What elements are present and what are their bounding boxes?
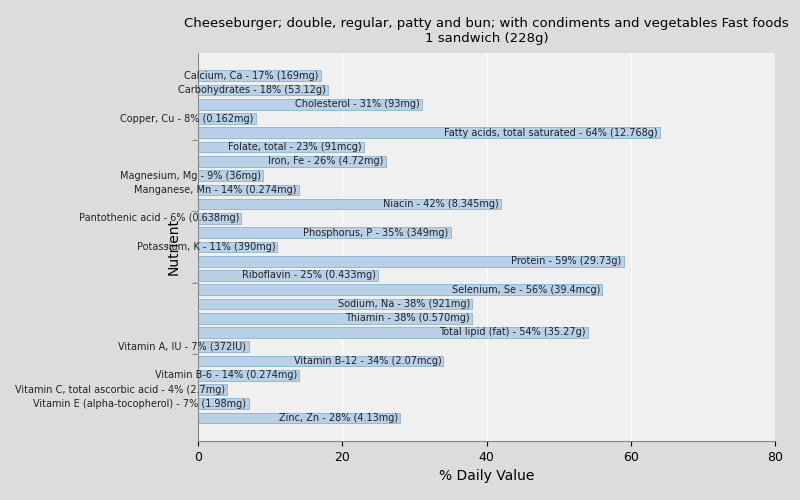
Text: Riboflavin - 25% (0.433mg): Riboflavin - 25% (0.433mg) xyxy=(242,270,376,280)
Text: Fatty acids, total saturated - 64% (12.768g): Fatty acids, total saturated - 64% (12.7… xyxy=(444,128,658,138)
Text: Iron, Fe - 26% (4.72mg): Iron, Fe - 26% (4.72mg) xyxy=(268,156,383,166)
Bar xyxy=(198,242,278,252)
Text: Vitamin E (alpha-tocopherol) - 7% (1.98mg): Vitamin E (alpha-tocopherol) - 7% (1.98m… xyxy=(34,399,246,409)
Bar xyxy=(198,156,386,166)
Bar xyxy=(198,327,588,338)
Bar xyxy=(198,142,364,152)
Text: Phosphorus, P - 35% (349mg): Phosphorus, P - 35% (349mg) xyxy=(303,228,449,237)
Text: Zinc, Zn - 28% (4.13mg): Zinc, Zn - 28% (4.13mg) xyxy=(279,413,398,423)
Text: Vitamin B-12 - 34% (2.07mcg): Vitamin B-12 - 34% (2.07mcg) xyxy=(294,356,442,366)
Bar xyxy=(198,99,422,110)
Bar xyxy=(198,270,378,281)
Text: Cholesterol - 31% (93mg): Cholesterol - 31% (93mg) xyxy=(295,100,420,110)
Text: Copper, Cu - 8% (0.162mg): Copper, Cu - 8% (0.162mg) xyxy=(120,114,254,124)
Bar xyxy=(198,284,602,295)
Bar xyxy=(198,84,328,96)
Bar xyxy=(198,398,249,409)
Bar xyxy=(198,384,227,395)
Text: Folate, total - 23% (91mcg): Folate, total - 23% (91mcg) xyxy=(228,142,362,152)
Text: Potassium, K - 11% (390mg): Potassium, K - 11% (390mg) xyxy=(137,242,275,252)
Bar xyxy=(198,113,256,124)
Text: Thiamin - 38% (0.570mg): Thiamin - 38% (0.570mg) xyxy=(346,313,470,323)
Bar xyxy=(198,228,450,238)
Bar xyxy=(198,342,249,352)
Bar xyxy=(198,412,400,424)
Bar xyxy=(198,128,660,138)
Text: Vitamin C, total ascorbic acid - 4% (2.7mg): Vitamin C, total ascorbic acid - 4% (2.7… xyxy=(14,384,225,394)
Bar xyxy=(198,356,443,366)
Text: Selenium, Se - 56% (39.4mcg): Selenium, Se - 56% (39.4mcg) xyxy=(452,284,600,294)
Bar xyxy=(198,370,299,380)
Bar xyxy=(198,298,472,310)
Bar xyxy=(198,213,242,224)
Text: Sodium, Na - 38% (921mg): Sodium, Na - 38% (921mg) xyxy=(338,299,470,309)
Bar xyxy=(198,256,624,266)
Text: Vitamin A, IU - 7% (372IU): Vitamin A, IU - 7% (372IU) xyxy=(118,342,246,351)
Text: Niacin - 42% (8.345mg): Niacin - 42% (8.345mg) xyxy=(383,199,499,209)
Bar xyxy=(198,70,321,81)
Bar xyxy=(198,184,299,195)
X-axis label: % Daily Value: % Daily Value xyxy=(439,470,534,484)
Text: Protein - 59% (29.73g): Protein - 59% (29.73g) xyxy=(511,256,622,266)
Y-axis label: Nutrient: Nutrient xyxy=(167,218,181,276)
Text: Manganese, Mn - 14% (0.274mg): Manganese, Mn - 14% (0.274mg) xyxy=(134,185,297,195)
Title: Cheeseburger; double, regular, patty and bun; with condiments and vegetables Fas: Cheeseburger; double, regular, patty and… xyxy=(184,16,789,44)
Bar xyxy=(198,313,472,324)
Text: Carbohydrates - 18% (53.12g): Carbohydrates - 18% (53.12g) xyxy=(178,85,326,95)
Text: Total lipid (fat) - 54% (35.27g): Total lipid (fat) - 54% (35.27g) xyxy=(439,328,586,338)
Bar xyxy=(198,199,501,209)
Bar xyxy=(198,170,263,181)
Text: Calcium, Ca - 17% (169mg): Calcium, Ca - 17% (169mg) xyxy=(184,71,318,81)
Text: Magnesium, Mg - 9% (36mg): Magnesium, Mg - 9% (36mg) xyxy=(120,170,261,180)
Text: Pantothenic acid - 6% (0.638mg): Pantothenic acid - 6% (0.638mg) xyxy=(79,214,239,224)
Text: Vitamin B-6 - 14% (0.274mg): Vitamin B-6 - 14% (0.274mg) xyxy=(154,370,297,380)
